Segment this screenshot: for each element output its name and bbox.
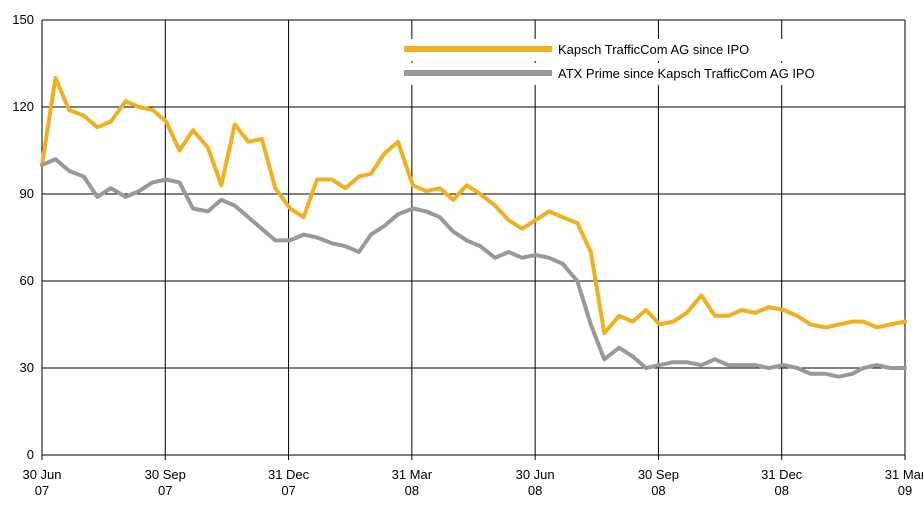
x-tick-label-year: 07 [35,483,49,498]
x-tick-label-year: 08 [651,483,665,498]
x-tick-label-year: 08 [528,483,542,498]
series-line-0 [40,76,907,336]
y-tick-label: 120 [12,99,34,114]
series-line-1 [40,157,907,379]
legend-label-0: Kapsch TrafficCom AG since IPO [558,42,749,57]
y-axis-ticks: 0 30 60 90 120 150 [12,12,34,462]
x-tick-label: 30 Jun [22,467,61,482]
x-tick-label: 30 Sep [145,467,186,482]
y-tick-label: 60 [20,273,34,288]
x-tick-label-year: 07 [158,483,172,498]
legend-label-1: ATX Prime since Kapsch TrafficCom AG IPO [558,66,815,81]
grid [41,19,906,460]
x-tick-label-year: 09 [898,483,912,498]
x-tick-label-year: 08 [405,483,419,498]
x-tick-label: 31 Dec [761,467,803,482]
x-tick-label-year: 07 [281,483,295,498]
x-tick-label-year: 08 [774,483,788,498]
x-tick-label: 30 Sep [638,467,679,482]
x-tick-label: 30 Jun [516,467,555,482]
series-lines [40,76,907,379]
x-tick-label: 31 Mar [392,467,433,482]
x-tick-label: 31 Dec [268,467,310,482]
y-tick-label: 30 [20,360,34,375]
x-tick-label: 31 Mar [885,467,923,482]
legend-bg [398,39,868,61]
y-tick-label: 90 [20,186,34,201]
y-tick-label: 150 [12,12,34,27]
legend: Kapsch TrafficCom AG since IPO ATX Prime … [398,39,868,85]
legend-bg [398,63,868,85]
y-tick-label: 0 [27,447,34,462]
